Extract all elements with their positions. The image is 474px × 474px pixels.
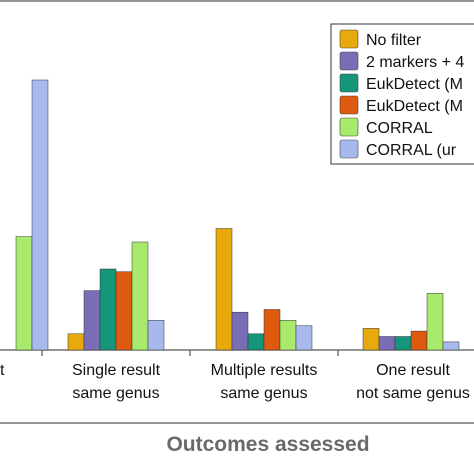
legend: No filter 2 markers + 4 EukDetect (M EukDet… [330, 23, 474, 165]
x-tick-label-1-line1: same genus [72, 385, 159, 402]
bar-series5-cat3 [442, 341, 460, 351]
x-tick-label-1-line0: Single result [72, 362, 161, 379]
x-tick-labels: t Single result same genus Multiple results… [0, 362, 470, 402]
bar-series3-cat2 [263, 309, 281, 351]
bar-series4-cat0 [15, 236, 33, 351]
bar-series0-cat1 [67, 333, 85, 351]
legend-label-4: CORRAL [366, 120, 433, 137]
bar-series5-cat2 [295, 325, 313, 351]
bar-series2-cat1 [99, 268, 117, 351]
x-axis-title: Outcomes assessed [166, 433, 369, 456]
legend-swatch-4 [339, 117, 359, 137]
legend-swatch-2 [339, 73, 359, 93]
bar-series5-cat1 [147, 320, 165, 351]
bar-series0-cat3 [362, 328, 380, 351]
bar-series4-cat3 [426, 293, 444, 351]
bar-series4-cat2 [279, 320, 297, 351]
x-tick-label-3-line0: One result [376, 362, 450, 379]
bar-series2-cat3 [394, 336, 412, 351]
legend-label-5: CORRAL (ur [366, 142, 457, 159]
legend-label-2: EukDetect (M [366, 76, 463, 93]
bar-series0-cat2 [215, 228, 233, 351]
x-tick-label-2-line1: same genus [220, 385, 307, 402]
bar-series4-cat1 [131, 241, 149, 351]
legend-label-1: 2 markers + 4 [366, 54, 464, 71]
bar-series5-cat0 [31, 79, 49, 351]
legend-swatch-1 [339, 51, 359, 71]
x-ticks [41, 350, 339, 356]
bar-series3-cat1 [115, 271, 133, 351]
x-tick-label-3-line1: not same genus [356, 385, 470, 402]
legend-label-3: EukDetect (M [366, 98, 463, 115]
bar-series3-cat3 [410, 330, 428, 351]
legend-swatch-0 [339, 29, 359, 49]
bar-series1-cat2 [231, 311, 249, 351]
bar-series1-cat3 [378, 336, 396, 351]
bar-series2-cat2 [247, 333, 265, 351]
legend-label-0: No filter [366, 32, 422, 49]
x-tick-label-0-line0: t [0, 362, 5, 379]
bar-series1-cat1 [83, 290, 101, 351]
x-tick-label-2-line0: Multiple results [211, 362, 318, 379]
bars [15, 79, 460, 351]
legend-swatch-3 [339, 95, 359, 115]
legend-swatch-5 [339, 139, 359, 159]
